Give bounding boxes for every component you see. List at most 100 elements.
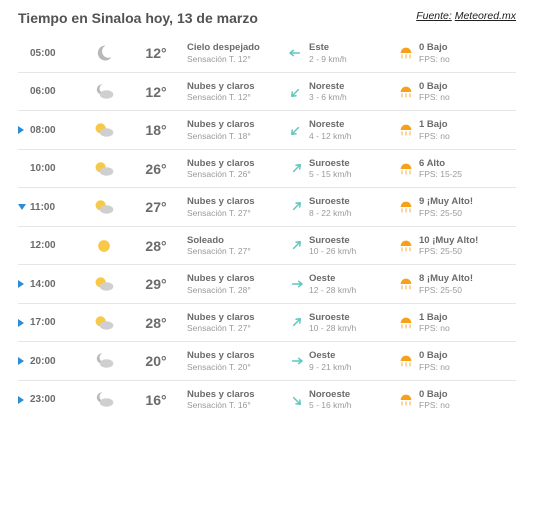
- expand-marker-icon[interactable]: [18, 204, 26, 210]
- condition-cell: Nubes y claros Sensación T. 18°: [187, 119, 287, 142]
- forecast-table: 05:00 12° Cielo despejado Sensación T. 1…: [18, 34, 516, 418]
- weather-icon: [83, 43, 125, 63]
- wind-cell: Suroeste 10 - 28 km/h: [287, 312, 397, 335]
- expand-marker-icon[interactable]: [18, 319, 26, 327]
- uv-cell: 0 Bajo FPS: no: [397, 81, 516, 104]
- forecast-row[interactable]: 14:00 29° Nubes y claros Sensación T. 28…: [18, 265, 516, 304]
- time-cell: 06:00: [18, 86, 83, 97]
- condition-cell: Nubes y claros Sensación T. 20°: [187, 350, 287, 373]
- expand-marker-icon[interactable]: [18, 280, 26, 288]
- condition-text: Nubes y claros: [187, 350, 287, 362]
- feels-like-text: Sensación T. 26°: [187, 169, 287, 180]
- hour-label: 11:00: [30, 202, 55, 213]
- forecast-row[interactable]: 08:00 18° Nubes y claros Sensación T. 18…: [18, 111, 516, 150]
- condition-text: Soleado: [187, 235, 287, 247]
- feels-like-text: Sensación T. 27°: [187, 208, 287, 219]
- forecast-row[interactable]: 06:00 12° Nubes y claros Sensación T. 12…: [18, 73, 516, 112]
- weather-icon: [83, 274, 125, 294]
- uv-cell: 8 ¡Muy Alto! FPS: 25-50: [397, 273, 516, 296]
- forecast-row[interactable]: 05:00 12° Cielo despejado Sensación T. 1…: [18, 34, 516, 73]
- forecast-row[interactable]: 11:00 27° Nubes y claros Sensación T. 27…: [18, 188, 516, 227]
- wind-direction: Suroeste: [309, 235, 356, 247]
- uv-fps: FPS: no: [419, 400, 450, 411]
- wind-arrow-icon: [287, 44, 305, 62]
- feels-like-text: Sensación T. 28°: [187, 285, 287, 296]
- forecast-row[interactable]: 10:00 26° Nubes y claros Sensación T. 26…: [18, 150, 516, 189]
- wind-arrow-icon: [287, 121, 305, 139]
- temperature: 29°: [125, 276, 187, 292]
- wind-cell: Noreste 3 - 6 km/h: [287, 81, 397, 104]
- temperature: 12°: [125, 45, 187, 61]
- uv-fps: FPS: no: [419, 54, 450, 65]
- uv-fps: FPS: no: [419, 362, 450, 373]
- uv-fps: FPS: no: [419, 131, 450, 142]
- hour-label: 05:00: [30, 48, 56, 59]
- uv-cell: 10 ¡Muy Alto! FPS: 25-50: [397, 235, 516, 258]
- time-cell: 23:00: [18, 394, 83, 405]
- condition-cell: Nubes y claros Sensación T. 12°: [187, 81, 287, 104]
- weather-icon: [83, 351, 125, 371]
- wind-arrow-icon: [287, 160, 305, 178]
- hour-label: 10:00: [30, 163, 56, 174]
- forecast-row[interactable]: 12:00 28° Soleado Sensación T. 27° Suroe…: [18, 227, 516, 266]
- uv-icon: [397, 352, 415, 370]
- condition-text: Nubes y claros: [187, 81, 287, 93]
- uv-fps: FPS: no: [419, 323, 450, 334]
- expand-marker-icon[interactable]: [18, 357, 26, 365]
- weather-icon: [83, 159, 125, 179]
- uv-cell: 1 Bajo FPS: no: [397, 119, 516, 142]
- forecast-row[interactable]: 20:00 20° Nubes y claros Sensación T. 20…: [18, 342, 516, 381]
- feels-like-text: Sensación T. 20°: [187, 362, 287, 373]
- wind-direction: Suroeste: [309, 196, 352, 208]
- wind-speed: 2 - 9 km/h: [309, 54, 347, 65]
- wind-cell: Noroeste 5 - 16 km/h: [287, 389, 397, 412]
- uv-icon: [397, 160, 415, 178]
- condition-text: Nubes y claros: [187, 389, 287, 401]
- expand-marker-icon[interactable]: [18, 126, 26, 134]
- condition-text: Cielo despejado: [187, 42, 287, 54]
- feels-like-text: Sensación T. 12°: [187, 92, 287, 103]
- feels-like-text: Sensación T. 27°: [187, 323, 287, 334]
- uv-icon: [397, 391, 415, 409]
- temperature: 18°: [125, 122, 187, 138]
- wind-speed: 9 - 21 km/h: [309, 362, 352, 373]
- time-cell: 08:00: [18, 125, 83, 136]
- weather-icon: [83, 82, 125, 102]
- feels-like-text: Sensación T. 12°: [187, 54, 287, 65]
- feels-like-text: Sensación T. 16°: [187, 400, 287, 411]
- wind-direction: Noreste: [309, 119, 352, 131]
- weather-icon: [83, 313, 125, 333]
- condition-cell: Cielo despejado Sensación T. 12°: [187, 42, 287, 65]
- forecast-row[interactable]: 23:00 16° Nubes y claros Sensación T. 16…: [18, 381, 516, 419]
- condition-text: Nubes y claros: [187, 312, 287, 324]
- condition-cell: Soleado Sensación T. 27°: [187, 235, 287, 258]
- source-label: Fuente:: [416, 10, 452, 22]
- wind-arrow-icon: [287, 352, 305, 370]
- time-cell: 14:00: [18, 279, 83, 290]
- uv-icon: [397, 314, 415, 332]
- uv-icon: [397, 275, 415, 293]
- uv-cell: 0 Bajo FPS: no: [397, 350, 516, 373]
- uv-icon: [397, 198, 415, 216]
- hour-label: 14:00: [30, 279, 56, 290]
- source-link[interactable]: Meteored.mx: [455, 10, 516, 22]
- source: Fuente: Meteored.mx: [416, 10, 516, 22]
- uv-value: 9 ¡Muy Alto!: [419, 196, 473, 208]
- wind-cell: Noreste 4 - 12 km/h: [287, 119, 397, 142]
- wind-speed: 12 - 28 km/h: [309, 285, 356, 296]
- forecast-row[interactable]: 17:00 28° Nubes y claros Sensación T. 27…: [18, 304, 516, 343]
- expand-marker-icon[interactable]: [18, 396, 26, 404]
- wind-arrow-icon: [287, 198, 305, 216]
- condition-cell: Nubes y claros Sensación T. 26°: [187, 158, 287, 181]
- condition-cell: Nubes y claros Sensación T. 27°: [187, 196, 287, 219]
- wind-cell: Suroeste 5 - 15 km/h: [287, 158, 397, 181]
- wind-direction: Noroeste: [309, 389, 352, 401]
- uv-cell: 1 Bajo FPS: no: [397, 312, 516, 335]
- wind-direction: Oeste: [309, 350, 352, 362]
- condition-cell: Nubes y claros Sensación T. 27°: [187, 312, 287, 335]
- hour-label: 23:00: [30, 394, 56, 405]
- uv-value: 0 Bajo: [419, 389, 450, 401]
- weather-icon: [83, 197, 125, 217]
- temperature: 26°: [125, 161, 187, 177]
- uv-cell: 0 Bajo FPS: no: [397, 42, 516, 65]
